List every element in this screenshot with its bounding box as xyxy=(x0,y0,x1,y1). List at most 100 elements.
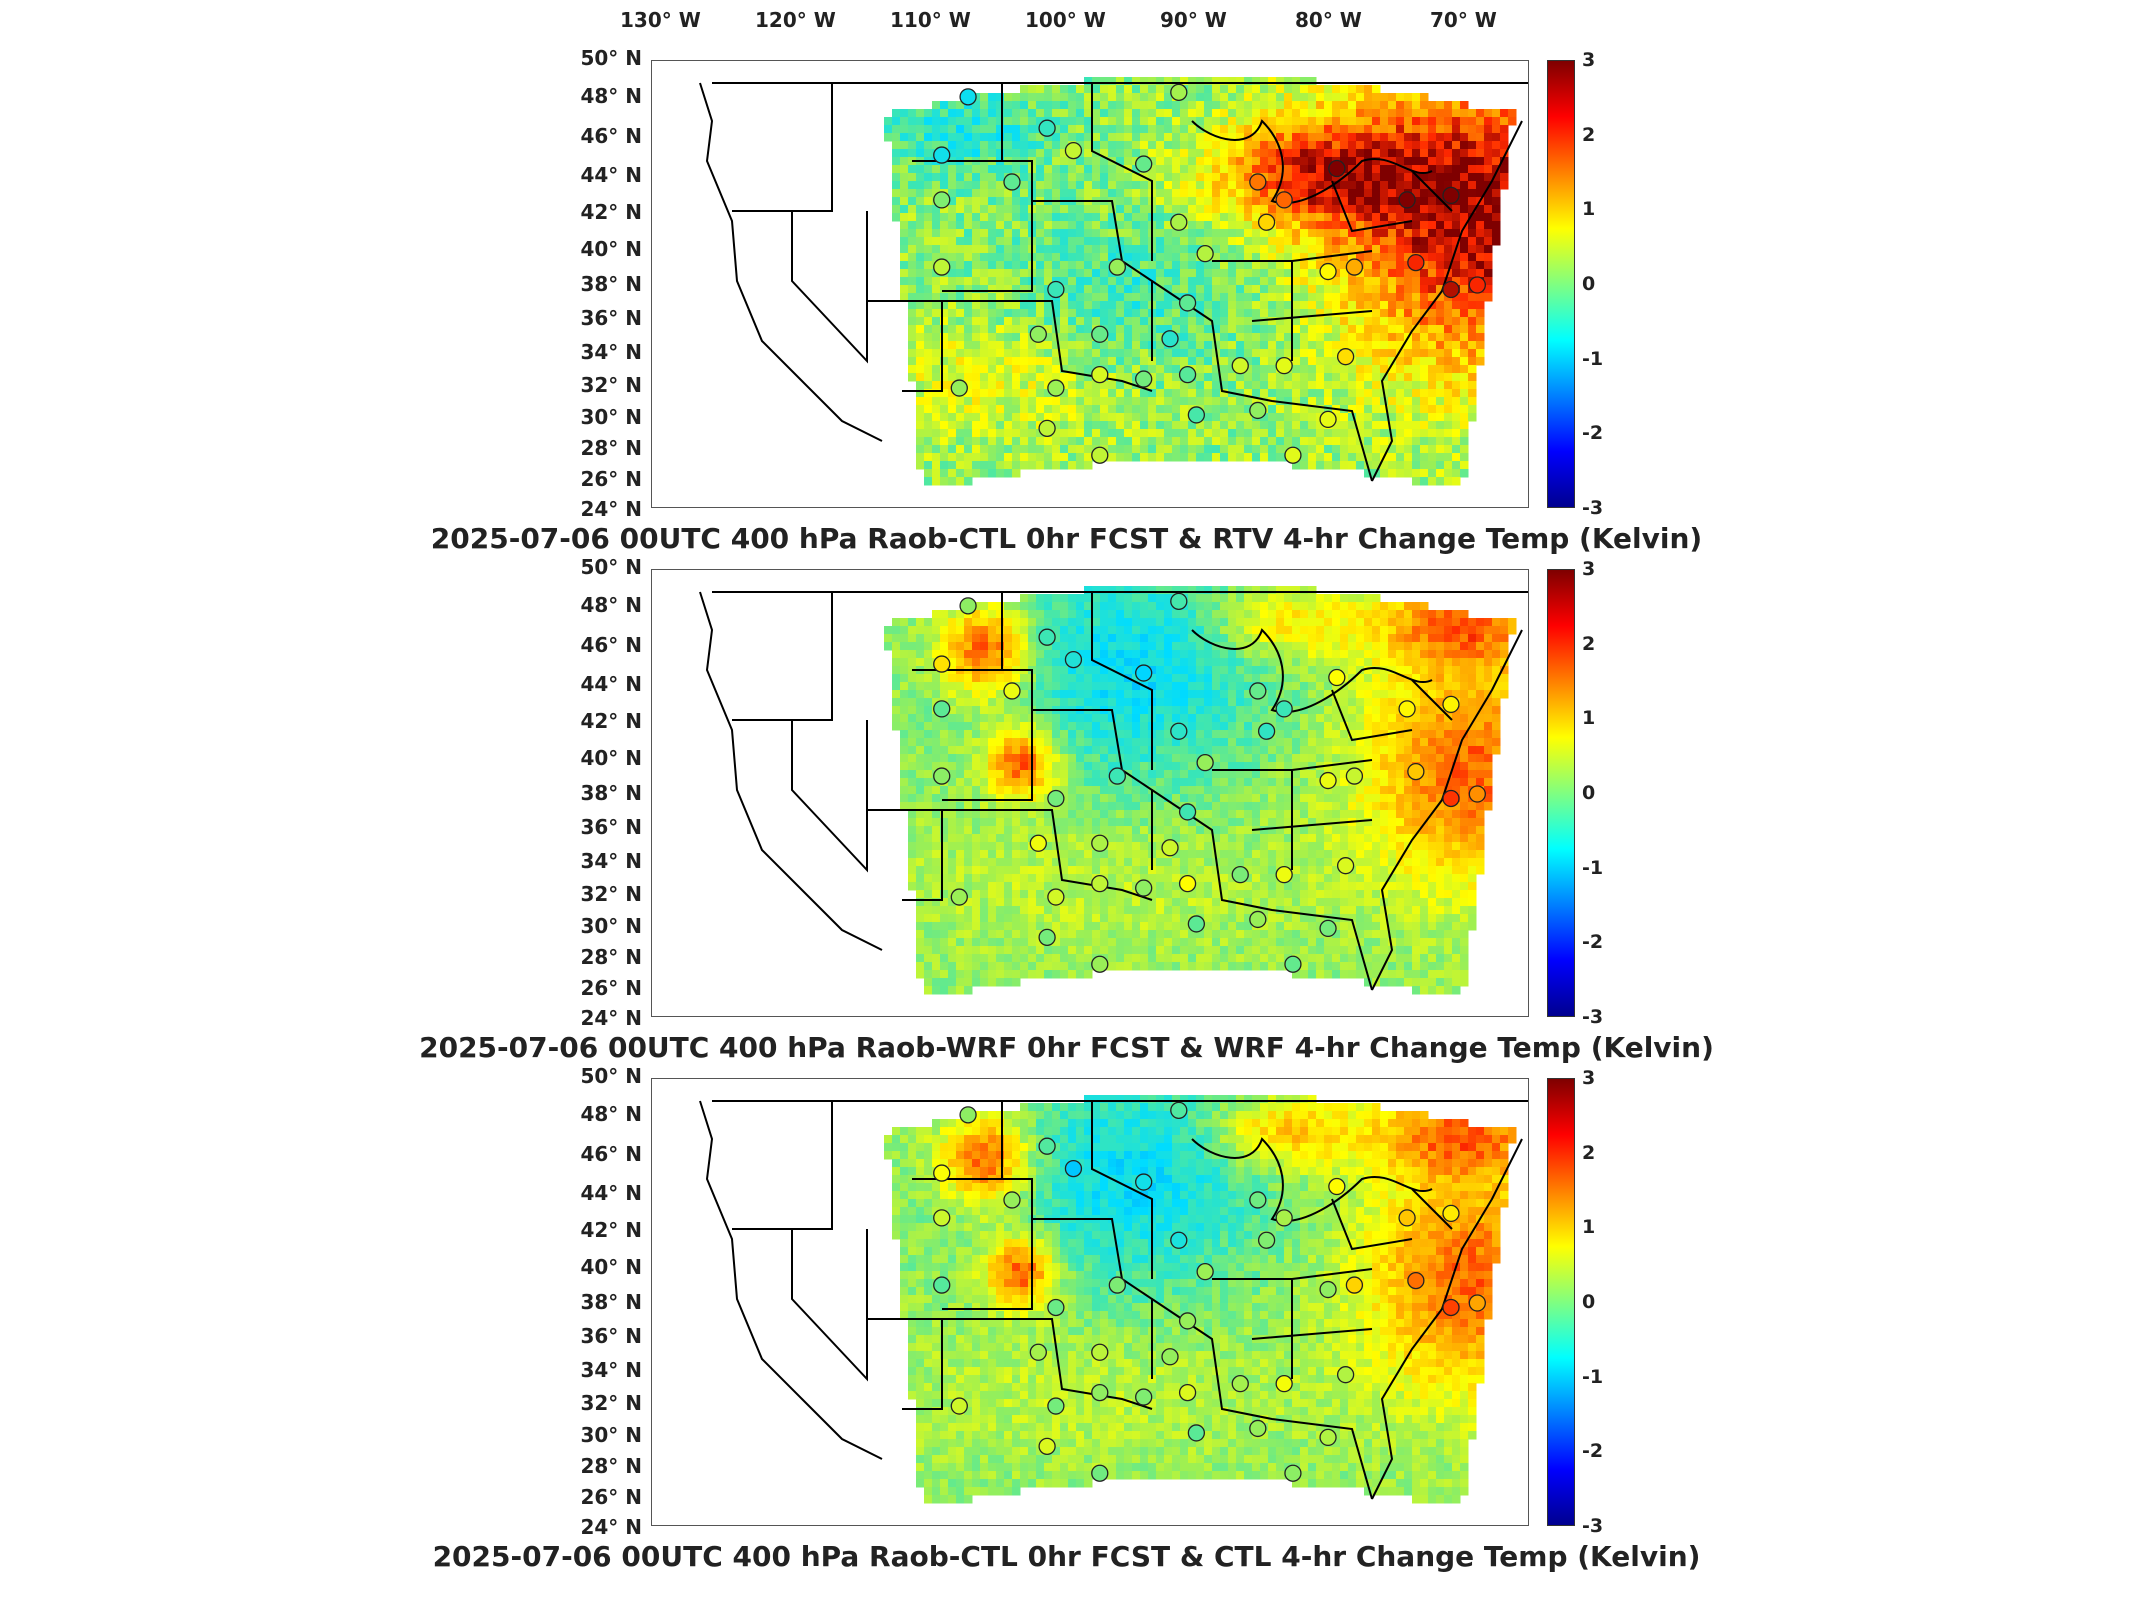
raob-station-marker xyxy=(1091,834,1109,852)
raob-station-marker xyxy=(1178,365,1197,384)
raob-station-marker xyxy=(1091,1464,1109,1482)
longitude-label: 130° W xyxy=(620,8,701,32)
raob-station-marker xyxy=(1047,379,1065,397)
raob-station-marker xyxy=(1178,874,1197,893)
raob-station-marker xyxy=(1047,280,1065,299)
colorbar-tick-label: -3 xyxy=(1582,1515,1604,1537)
raob-station-marker xyxy=(933,1164,951,1182)
colorbar-tick-label: -1 xyxy=(1582,856,1604,879)
latitude-label: 38° N xyxy=(580,781,642,805)
latitude-label: 30° N xyxy=(580,914,642,938)
latitude-label: 42° N xyxy=(580,200,642,224)
raob-station-marker xyxy=(1398,1209,1416,1227)
latitude-label: 40° N xyxy=(580,746,642,770)
raob-station-marker xyxy=(1091,1383,1109,1402)
latitude-label: 48° N xyxy=(580,84,642,108)
raob-station-marker xyxy=(1468,276,1486,294)
raob-station-marker xyxy=(1284,446,1302,464)
raob-station-marker xyxy=(1336,857,1355,875)
latitude-label: 32° N xyxy=(580,373,642,397)
colorbar-tick-label: 2 xyxy=(1582,1141,1596,1164)
latitude-label: 26° N xyxy=(580,467,642,491)
raob-station-marker xyxy=(1170,213,1188,231)
raob-station-marker xyxy=(1407,1271,1425,1290)
latitude-label: 50° N xyxy=(580,1064,642,1088)
raob-station-marker xyxy=(1135,155,1153,173)
latitude-label: 50° N xyxy=(580,555,642,579)
latitude-label: 32° N xyxy=(580,882,642,906)
raob-station-marker xyxy=(1319,771,1337,790)
raob-station-marker xyxy=(1442,1298,1460,1317)
raob-station-marker xyxy=(1345,258,1364,276)
raob-station-marker xyxy=(1091,955,1109,973)
temperature-field xyxy=(884,1095,1517,1504)
raob-station-marker xyxy=(933,767,951,785)
raob-station-marker xyxy=(1091,446,1109,464)
raob-station-marker xyxy=(1135,1388,1153,1406)
raob-station-marker xyxy=(1187,915,1206,933)
raob-station-marker xyxy=(1170,592,1188,611)
raob-station-marker xyxy=(1047,888,1065,906)
raob-station-marker xyxy=(950,1397,968,1415)
map-frame xyxy=(651,60,1529,508)
colorbar-tick-label: 1 xyxy=(1582,707,1596,730)
longitude-label: 90° W xyxy=(1160,8,1227,32)
raob-station-marker xyxy=(1187,406,1206,424)
latitude-label: 34° N xyxy=(580,340,642,364)
raob-station-marker xyxy=(1003,1191,1021,1209)
raob-station-marker xyxy=(1091,1343,1109,1361)
raob-station-marker xyxy=(1108,1276,1126,1294)
latitude-label: 38° N xyxy=(580,1290,642,1314)
latitude-label: 36° N xyxy=(580,306,642,330)
raob-station-marker xyxy=(1135,664,1153,682)
raob-station-marker xyxy=(1442,186,1460,205)
raob-station-marker xyxy=(1249,1419,1267,1438)
raob-station-marker xyxy=(1170,83,1188,102)
raob-station-marker xyxy=(1328,1177,1346,1196)
latitude-label: 42° N xyxy=(580,709,642,733)
latitude-label: 44° N xyxy=(580,163,642,187)
latitude-label: 44° N xyxy=(580,1181,642,1205)
latitude-label: 50° N xyxy=(580,46,642,70)
latitude-label: 26° N xyxy=(580,1485,642,1509)
raob-station-marker xyxy=(1003,173,1021,191)
raob-station-marker xyxy=(1249,401,1267,420)
raob-station-marker xyxy=(959,1106,977,1124)
state-borders xyxy=(699,82,1528,482)
raob-station-marker xyxy=(1047,1397,1065,1415)
raob-station-marker xyxy=(1407,253,1425,272)
longitude-label: 80° W xyxy=(1295,8,1362,32)
latitude-label: 36° N xyxy=(580,1324,642,1348)
colorbar-tick-label: 1 xyxy=(1582,198,1596,221)
raob-station-marker xyxy=(1275,191,1293,209)
raob-station-marker xyxy=(1442,1204,1460,1223)
longitude-label: 110° W xyxy=(890,8,971,32)
latitude-label: 28° N xyxy=(580,1454,642,1478)
raob-station-marker xyxy=(1319,262,1337,281)
colorbar-tick-label: 2 xyxy=(1582,123,1596,146)
raob-station-marker xyxy=(1231,865,1249,884)
latitude-label: 32° N xyxy=(580,1391,642,1415)
raob-station-marker xyxy=(1284,1464,1302,1482)
raob-station-marker xyxy=(1038,628,1056,646)
raob-station-marker xyxy=(933,1276,951,1294)
latitude-label: 36° N xyxy=(580,815,642,839)
latitude-label: 34° N xyxy=(580,849,642,873)
raob-station-marker xyxy=(1249,173,1267,191)
raob-station-marker xyxy=(1038,1137,1056,1155)
raob-station-marker xyxy=(1468,1294,1486,1312)
raob-stations xyxy=(933,1101,1486,1482)
raob-station-marker xyxy=(1231,1374,1249,1393)
raob-station-marker xyxy=(1178,803,1197,821)
latitude-label: 26° N xyxy=(580,976,642,1000)
raob-station-marker xyxy=(1029,325,1047,343)
raob-station-marker xyxy=(1249,1191,1267,1209)
raob-station-marker xyxy=(1328,159,1346,178)
raob-station-marker xyxy=(1319,919,1337,938)
state-borders xyxy=(699,591,1528,991)
raob-station-marker xyxy=(1003,682,1021,700)
raob-station-marker xyxy=(1178,1383,1197,1402)
latitude-label: 48° N xyxy=(580,593,642,617)
raob-station-marker xyxy=(1257,1231,1276,1249)
raob-station-marker xyxy=(1398,191,1416,209)
